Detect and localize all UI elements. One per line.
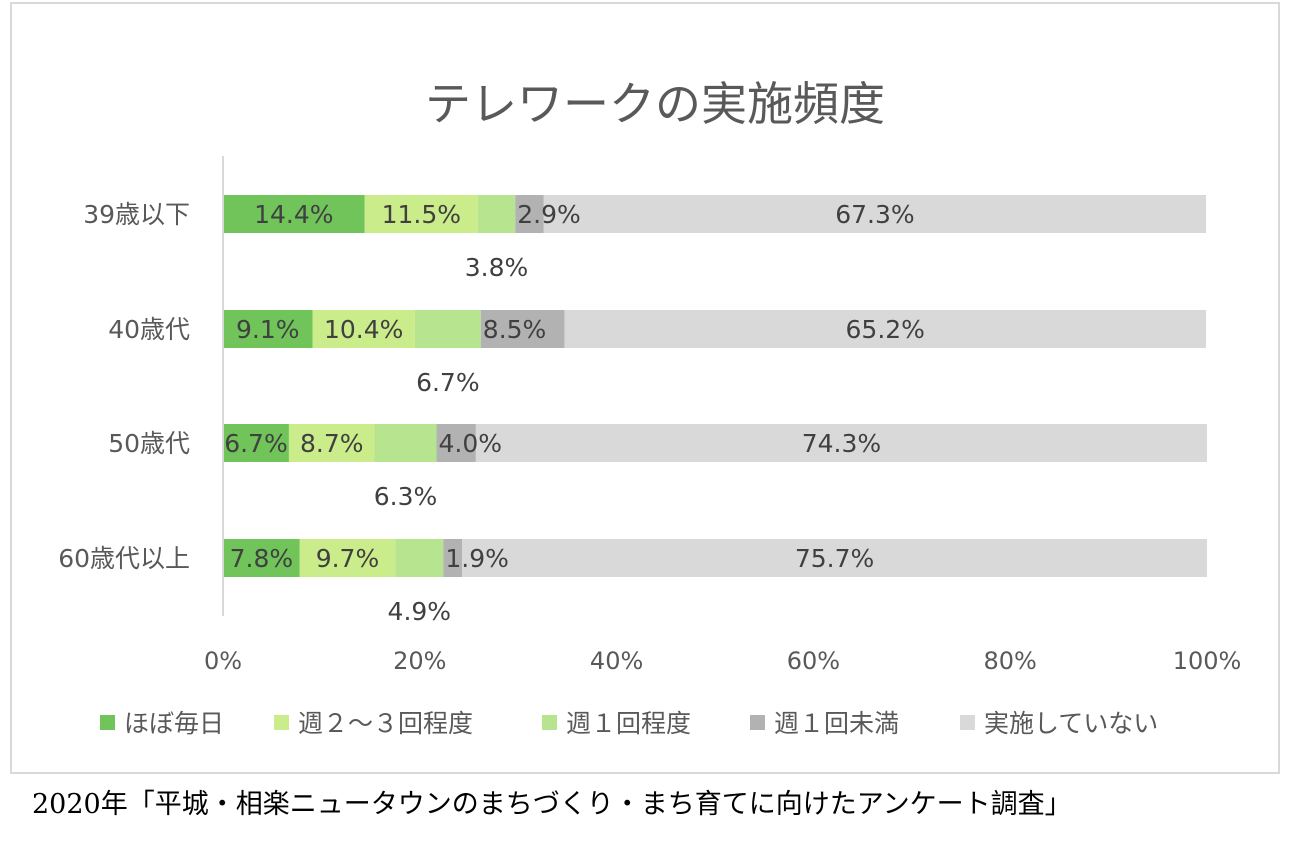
bar-segment [223,539,300,577]
bar-segment [299,539,396,577]
data-label: 2.9% [517,200,581,229]
bar-segment [223,195,365,233]
x-tick-label: 20% [393,647,446,675]
category-label: 40歳代 [108,315,190,344]
bar-segment [364,195,478,233]
legend-label: 週１回程度 [566,709,691,738]
bar-segment [223,424,289,462]
data-label: 3.8% [465,253,529,282]
legend-swatch [542,715,557,730]
bar-segment [223,310,313,348]
legend-swatch [960,715,975,730]
x-tick-label: 0% [204,647,242,675]
data-label: 7.8% [230,544,294,573]
bar-segment [414,310,481,348]
bar-segment [374,424,437,462]
bar-segment [436,424,476,462]
legend-swatch [100,715,115,730]
data-label: 9.1% [236,315,300,344]
data-label: 9.7% [316,544,380,573]
data-label: 65.2% [846,315,925,344]
data-label: 8.5% [483,315,547,344]
x-tick-label: 60% [787,647,840,675]
bar-segment [480,310,565,348]
x-tick-label: 100% [1173,647,1242,675]
data-label: 4.0% [439,429,503,458]
chart-svg: テレワークの実施頻度 39歳以下 14.4% 11.5%3.8% 2.9% 67.3% 40… [58,77,1242,738]
data-label: 75.7% [795,544,874,573]
data-label: 6.7% [416,368,480,397]
bar-segment [443,539,463,577]
bar-segment [312,310,415,348]
legend-swatch [274,715,289,730]
legend-label: 週１回未満 [774,709,899,738]
data-label: 67.3% [835,200,914,229]
chart-title: テレワークの実施頻度 [425,77,885,131]
data-label: 14.4% [254,200,333,229]
data-label: 1.9% [445,544,509,573]
chart-frame: テレワークの実施頻度 39歳以下 14.4% 11.5% 3.8% 2.9% 67.3% 40… [10,2,1280,774]
bar-segment [462,539,1207,577]
source-caption: 2020年「平城・相楽ニュータウンのまちづくり・まち育てに向けたアンケート調査」 [32,789,1072,820]
legend-label: ほぼ毎日 [124,709,224,738]
data-label: 74.3% [802,429,881,458]
bar-segment [395,539,444,577]
bar-segment [564,310,1207,348]
category-label: 60歳代以上 [58,544,190,573]
bar-segment [288,424,375,462]
category-label: 39歳以下 [83,200,190,229]
x-tick-label: 80% [984,647,1037,675]
x-tick-label: 40% [590,647,643,675]
legend-label: 実施していない [984,709,1158,738]
category-label: 50歳代 [108,429,190,458]
bar-segment [515,195,544,233]
data-label: 6.7% [224,429,288,458]
bar-segment [543,195,1207,233]
bar-segment [477,195,516,233]
legend-label: 週２～３回程度 [298,709,473,738]
data-label: 11.5% [382,200,461,229]
data-label: 10.4% [324,315,403,344]
bar-segment [475,424,1207,462]
data-label: 6.3% [374,482,438,511]
legend-swatch [750,715,765,730]
data-label: 8.7% [300,429,364,458]
data-label: 4.9% [388,597,452,626]
